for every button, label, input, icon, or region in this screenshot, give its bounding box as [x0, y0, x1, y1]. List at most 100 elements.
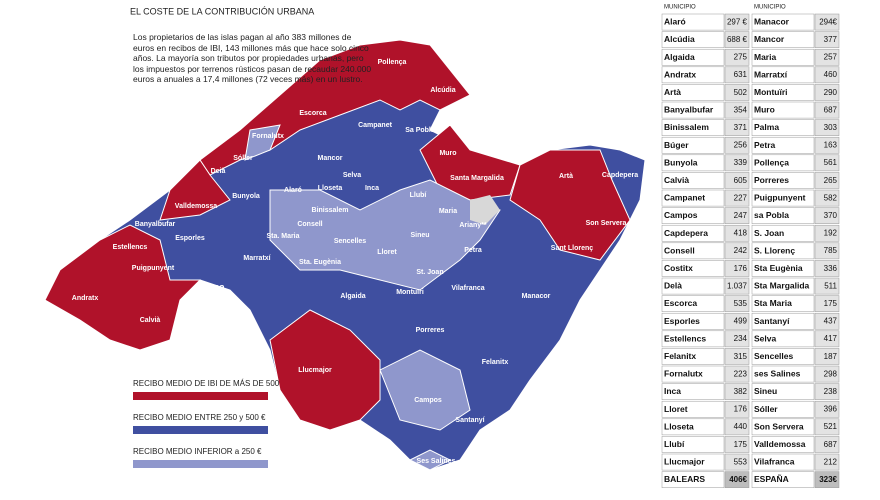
municipality-name: Valldemossa	[754, 439, 806, 449]
value-cell	[724, 330, 750, 348]
legend-swatch	[133, 392, 268, 400]
municipality-value: 339	[734, 158, 748, 167]
municipality-name: Muro	[754, 105, 775, 115]
value-cell	[724, 172, 750, 189]
value-cell	[814, 84, 840, 101]
value-cell	[724, 84, 750, 101]
municipality-label: Felanitx	[482, 359, 509, 366]
municipality-name: Petra	[754, 140, 776, 150]
municipality-label: Vilafranca	[451, 285, 484, 292]
municipality-value: 242	[734, 246, 748, 255]
value-cell	[814, 48, 840, 66]
municipality-name: Estellencs	[664, 333, 706, 343]
value-cell	[814, 383, 840, 400]
name-cell	[661, 66, 725, 84]
municipality-label: Calvià	[140, 317, 161, 324]
value-cell	[814, 400, 840, 418]
municipality-value: 377	[824, 35, 838, 44]
municipality-value: 163	[824, 141, 838, 150]
legend: RECIBO MEDIO DE IBI DE MÁS DE 500 RECIBO …	[133, 379, 280, 468]
municipality-name: Banyalbufar	[664, 105, 714, 115]
name-cell	[661, 295, 725, 312]
subtitle: EL COSTE DE LA CONTRIBUCIÓN URBANA	[130, 6, 314, 16]
municipality-value: 785	[824, 246, 838, 255]
municipality-name: Llucmajor	[664, 457, 705, 467]
municipality-value: 521	[824, 422, 838, 431]
name-cell	[751, 383, 815, 400]
table-header: MUNICIPIO	[754, 5, 786, 11]
municipality-value: 175	[734, 440, 748, 449]
municipality-name: Sineu	[754, 386, 777, 396]
municipality-value: 187	[824, 352, 838, 361]
name-cell	[661, 119, 725, 136]
value-cell	[724, 154, 750, 172]
value-cell	[724, 101, 750, 119]
municipality-value: 294€	[819, 17, 837, 26]
value-cell	[814, 453, 840, 471]
name-cell	[751, 471, 815, 488]
municipality-label: Binissalem	[312, 207, 349, 214]
municipality-label: Son Servera	[586, 220, 627, 227]
name-cell	[661, 400, 725, 418]
name-cell	[751, 312, 815, 330]
value-cell	[724, 48, 750, 66]
municipality-label: Palma	[195, 283, 225, 294]
name-cell	[661, 154, 725, 172]
name-cell	[751, 418, 815, 436]
municipality-value: 688 €	[727, 35, 748, 44]
value-cell	[724, 312, 750, 330]
municipality-value: 511	[824, 281, 837, 290]
name-cell	[661, 260, 725, 277]
municipality-name: Sóller	[754, 404, 778, 414]
municipality-label: Muro	[439, 150, 456, 157]
municipality-value: 406€	[729, 475, 747, 484]
name-cell	[751, 436, 815, 453]
municipality-name: Palma	[754, 122, 779, 132]
name-cell	[661, 383, 725, 400]
municipality-name: Puigpunyent	[754, 193, 806, 203]
table-header: MUNICIPIO	[664, 5, 696, 11]
value-cell	[814, 136, 840, 154]
name-cell	[751, 101, 815, 119]
intro: Los propietarios de las islas pagan al a…	[133, 32, 372, 84]
municipality-name: Andratx	[664, 69, 696, 79]
municipality-value: 176	[734, 264, 748, 273]
name-cell	[751, 119, 815, 136]
municipality-value: 687	[824, 105, 838, 114]
municipality-label: Marratxí	[243, 255, 271, 262]
intro-text: Los propietarios de las islas pagan al a…	[133, 32, 372, 84]
municipality-name: Santanyí	[754, 316, 790, 326]
value-cell	[724, 383, 750, 400]
value-cell	[724, 119, 750, 136]
name-cell	[661, 31, 725, 48]
municipality-name: S. Joan	[754, 228, 784, 238]
name-cell	[751, 365, 815, 383]
name-cell	[751, 453, 815, 471]
municipality-name: Mancor	[754, 34, 785, 44]
municipality-label: Bunyola	[232, 193, 260, 200]
value-cell	[724, 436, 750, 453]
municipality-label: Mancor	[318, 155, 343, 162]
municipality-value: 417	[824, 334, 838, 343]
municipality-label: Llucmajor	[298, 367, 332, 374]
municipality-value: 499	[734, 317, 748, 326]
name-cell	[661, 312, 725, 330]
legend-swatch	[133, 426, 268, 434]
region-no-data	[470, 195, 500, 225]
municipality-value: 175	[824, 299, 838, 308]
municipality-value: 297 €	[727, 17, 748, 26]
municipality-label: Sant Llorenç	[551, 245, 594, 252]
municipality-label: Campanet	[358, 122, 393, 129]
legend-label: RECIBO MEDIO INFERIOR a 250 €	[133, 447, 262, 456]
name-cell	[751, 154, 815, 172]
name-cell	[661, 84, 725, 101]
municipality-value: 561	[824, 158, 838, 167]
municipality-value: 223	[734, 369, 748, 378]
municipality-name: Selva	[754, 333, 776, 343]
region-high	[159, 159, 231, 221]
municipality-label: Sa Pobla	[405, 127, 435, 134]
value-cell	[724, 260, 750, 277]
value-cell	[814, 101, 840, 119]
municipality-label: Ariany**	[459, 222, 487, 229]
